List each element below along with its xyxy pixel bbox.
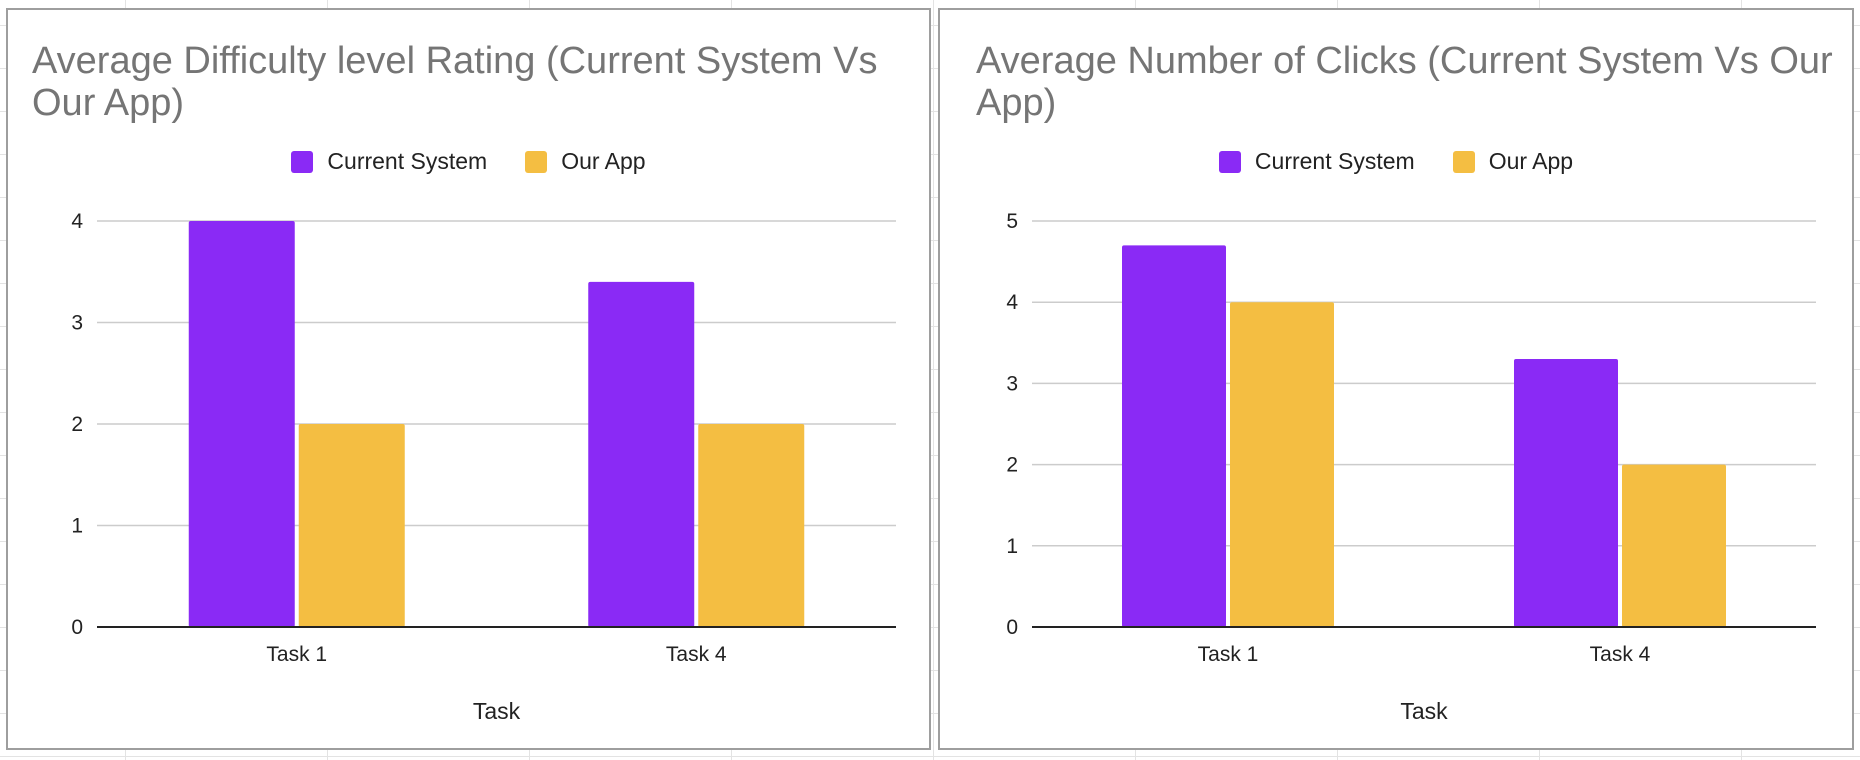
x-axis-title: Task (473, 698, 521, 724)
chart-card-clicks[interactable]: Average Number of Clicks (Current System… (938, 8, 1854, 750)
bar-current-system-task-1[interactable] (1122, 245, 1226, 628)
x-tick-label: Task 1 (1198, 643, 1259, 666)
bar-our-app-task-4[interactable] (1622, 464, 1726, 627)
legend-swatch-current-system (1218, 150, 1241, 173)
x-axis-title: Task (1400, 698, 1448, 724)
y-tick-label: 1 (71, 515, 83, 538)
legend-item-current-system: Current System (291, 148, 487, 175)
y-tick-label: 4 (71, 210, 83, 233)
legend-label: Current System (1254, 148, 1415, 174)
y-tick-label: 3 (1006, 372, 1018, 395)
legend-label: Our App (561, 148, 646, 174)
legend-label: Our App (1488, 148, 1574, 174)
bar-our-app-task-1[interactable] (1230, 302, 1334, 627)
legend-item-current-system: Current System (1218, 148, 1415, 175)
y-tick-label: 2 (71, 413, 83, 436)
y-tick-label: 0 (71, 616, 83, 639)
y-tick-label: 0 (1006, 616, 1018, 639)
chart-card-difficulty[interactable]: Average Difficulty level Rating (Current… (6, 8, 931, 750)
x-tick-label: Task 4 (1590, 643, 1651, 666)
bar-current-system-task-4[interactable] (588, 281, 695, 627)
chart-title: Average Difficulty level Rating (Current… (32, 40, 878, 124)
bar-current-system-task-4[interactable] (1514, 359, 1618, 627)
legend-swatch-our-app (1452, 150, 1475, 173)
legend-item-our-app: Our App (525, 148, 646, 175)
chart-legend: Current System Our App (940, 148, 1852, 175)
legend-swatch-our-app (525, 150, 548, 173)
bar-our-app-task-4[interactable] (698, 424, 805, 627)
y-tick-label: 3 (71, 312, 83, 335)
bar-chart-plot: 0 1 2 3 4 5 Task 1 Task 4 Task (1006, 210, 1816, 724)
legend-item-our-app: Our App (1452, 148, 1574, 175)
x-tick-label: Task 1 (266, 643, 327, 666)
x-tick-label: Task 4 (666, 643, 727, 666)
y-tick-label: 2 (1006, 454, 1018, 477)
y-tick-label: 1 (1006, 535, 1018, 558)
bar-our-app-task-1[interactable] (298, 424, 405, 627)
legend-label: Current System (327, 148, 488, 174)
y-tick-label: 4 (1006, 291, 1018, 314)
chart-title: Average Number of Clicks (Current System… (976, 40, 1833, 124)
y-tick-label: 5 (1006, 210, 1018, 233)
chart-legend: Current System Our App (8, 148, 929, 175)
bar-current-system-task-1[interactable] (188, 221, 295, 627)
legend-swatch-current-system (291, 150, 314, 173)
bar-chart-plot: 0 1 2 3 4 Task 1 Task 4 Task (71, 210, 896, 724)
